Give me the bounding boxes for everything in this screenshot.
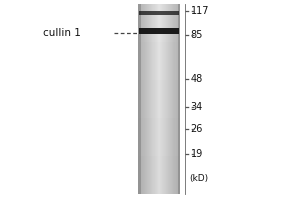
Bar xyxy=(138,4,180,42)
Bar xyxy=(160,4,161,194)
Bar xyxy=(162,4,163,194)
Bar xyxy=(138,118,180,156)
Bar xyxy=(163,4,164,194)
Bar xyxy=(152,4,153,194)
Bar xyxy=(176,4,177,194)
Bar xyxy=(164,4,165,194)
Text: 19: 19 xyxy=(190,149,203,159)
Bar xyxy=(177,4,178,194)
Bar xyxy=(157,4,158,194)
Bar xyxy=(143,4,144,194)
Bar xyxy=(138,4,139,194)
Bar xyxy=(159,4,160,194)
Bar xyxy=(144,4,145,194)
Bar xyxy=(142,4,143,194)
Text: 34: 34 xyxy=(190,102,203,112)
Bar xyxy=(165,4,166,194)
Bar xyxy=(174,4,175,194)
Bar xyxy=(139,28,179,34)
Bar xyxy=(173,4,174,194)
Bar xyxy=(139,11,179,15)
Bar xyxy=(138,80,180,118)
Bar xyxy=(151,4,152,194)
Bar xyxy=(179,4,180,194)
Bar xyxy=(170,4,171,194)
Text: (kD): (kD) xyxy=(189,174,208,184)
Bar xyxy=(139,4,140,194)
Bar xyxy=(154,4,155,194)
Text: 26: 26 xyxy=(190,124,203,134)
Bar xyxy=(161,4,162,194)
Text: 117: 117 xyxy=(190,6,209,16)
Bar xyxy=(171,4,172,194)
Bar xyxy=(178,4,179,194)
Text: 85: 85 xyxy=(190,30,203,40)
Bar xyxy=(155,4,156,194)
Bar xyxy=(150,4,151,194)
Bar xyxy=(169,4,170,194)
Bar xyxy=(168,4,169,194)
Bar xyxy=(141,4,142,194)
Bar xyxy=(145,4,146,194)
Text: cullin 1: cullin 1 xyxy=(43,28,81,38)
Bar xyxy=(147,4,148,194)
Bar xyxy=(156,4,157,194)
Bar xyxy=(153,4,154,194)
Bar xyxy=(149,4,150,194)
Bar xyxy=(172,4,173,194)
Bar xyxy=(138,156,180,194)
Bar xyxy=(148,4,149,194)
Bar xyxy=(167,4,168,194)
Bar xyxy=(146,4,147,194)
Bar xyxy=(166,4,167,194)
Bar xyxy=(138,42,180,80)
Bar xyxy=(158,4,159,194)
Text: 48: 48 xyxy=(190,74,203,84)
Bar xyxy=(140,4,141,194)
